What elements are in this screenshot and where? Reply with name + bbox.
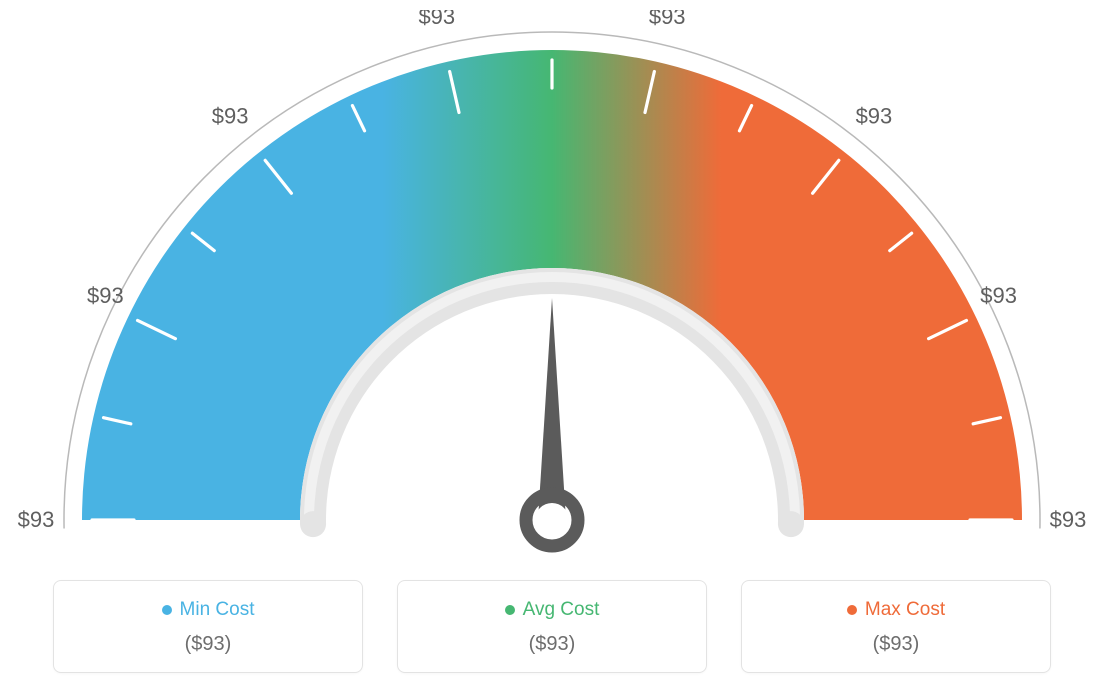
- legend-title-row: Max Cost: [847, 599, 945, 621]
- legend-value-min: ($93): [64, 633, 352, 656]
- legend-value-max: ($93): [752, 633, 1040, 656]
- gauge-label: $93: [649, 10, 686, 29]
- gauge-label: $93: [87, 283, 124, 308]
- legend-card-avg: Avg Cost ($93): [397, 580, 707, 673]
- gauge-label: $93: [980, 283, 1017, 308]
- legend-title-min: Min Cost: [180, 599, 255, 621]
- gauge-svg: $93 $93 $93 $93 $93 $93 $93 $93: [0, 10, 1104, 570]
- legend-title-row: Avg Cost: [505, 599, 600, 621]
- legend-value-avg: ($93): [408, 633, 696, 656]
- gauge-label: $93: [418, 10, 455, 29]
- gauge-area: $93 $93 $93 $93 $93 $93 $93 $93: [0, 10, 1104, 570]
- gauge-label: $93: [18, 507, 55, 532]
- gauge-label: $93: [1050, 507, 1087, 532]
- legend-card-max: Max Cost ($93): [741, 580, 1051, 673]
- ring-cap: [778, 511, 804, 537]
- legend-title-avg: Avg Cost: [523, 599, 600, 621]
- legend-dot-avg: [505, 605, 515, 615]
- legend-dot-min: [162, 605, 172, 615]
- gauge-needle-hub-inner: [535, 503, 569, 537]
- legend-title-row: Min Cost: [162, 599, 255, 621]
- legend-title-max: Max Cost: [865, 599, 945, 621]
- legend-card-min: Min Cost ($93): [53, 580, 363, 673]
- legend-dot-max: [847, 605, 857, 615]
- ring-cap: [300, 511, 326, 537]
- gauge-label: $93: [856, 104, 893, 129]
- gauge-needle: [538, 298, 566, 520]
- gauge-label: $93: [212, 104, 249, 129]
- chart-container: $93 $93 $93 $93 $93 $93 $93 $93 Min Cost ($93) …: [0, 10, 1104, 673]
- legend-row: Min Cost ($93) Avg Cost ($93) Max Cost (…: [0, 580, 1104, 673]
